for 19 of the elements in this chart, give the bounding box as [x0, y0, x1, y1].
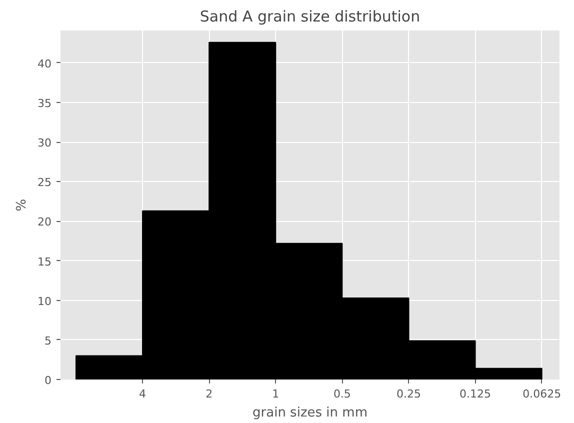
- y-tick-label: 35: [38, 97, 52, 110]
- y-axis-title: %: [14, 198, 30, 212]
- x-tick-label: 0.125: [460, 388, 492, 400]
- y-tick-label: 30: [38, 136, 52, 150]
- y-tick-label: 10: [38, 294, 52, 308]
- x-tick-label: 0.25: [396, 388, 421, 400]
- y-tick-label: 0: [44, 374, 52, 387]
- chart-title: Sand A grain size distribution: [200, 8, 420, 26]
- y-tick-label: 25: [38, 176, 52, 190]
- y-tick-label: 20: [38, 216, 52, 229]
- x-axis-title: grain sizes in mm: [252, 406, 368, 420]
- x-tick-label: 4: [139, 388, 146, 400]
- x-tick-label: 0.0625: [522, 388, 562, 400]
- x-tick-label: 1: [272, 388, 280, 400]
- y-tick-label: 5: [44, 334, 52, 348]
- y-tick-label: 40: [38, 57, 52, 70]
- x-tick-label: 0.5: [333, 388, 351, 400]
- x-tick-label: 2: [206, 388, 213, 400]
- y-tick-label: 15: [38, 255, 52, 268]
